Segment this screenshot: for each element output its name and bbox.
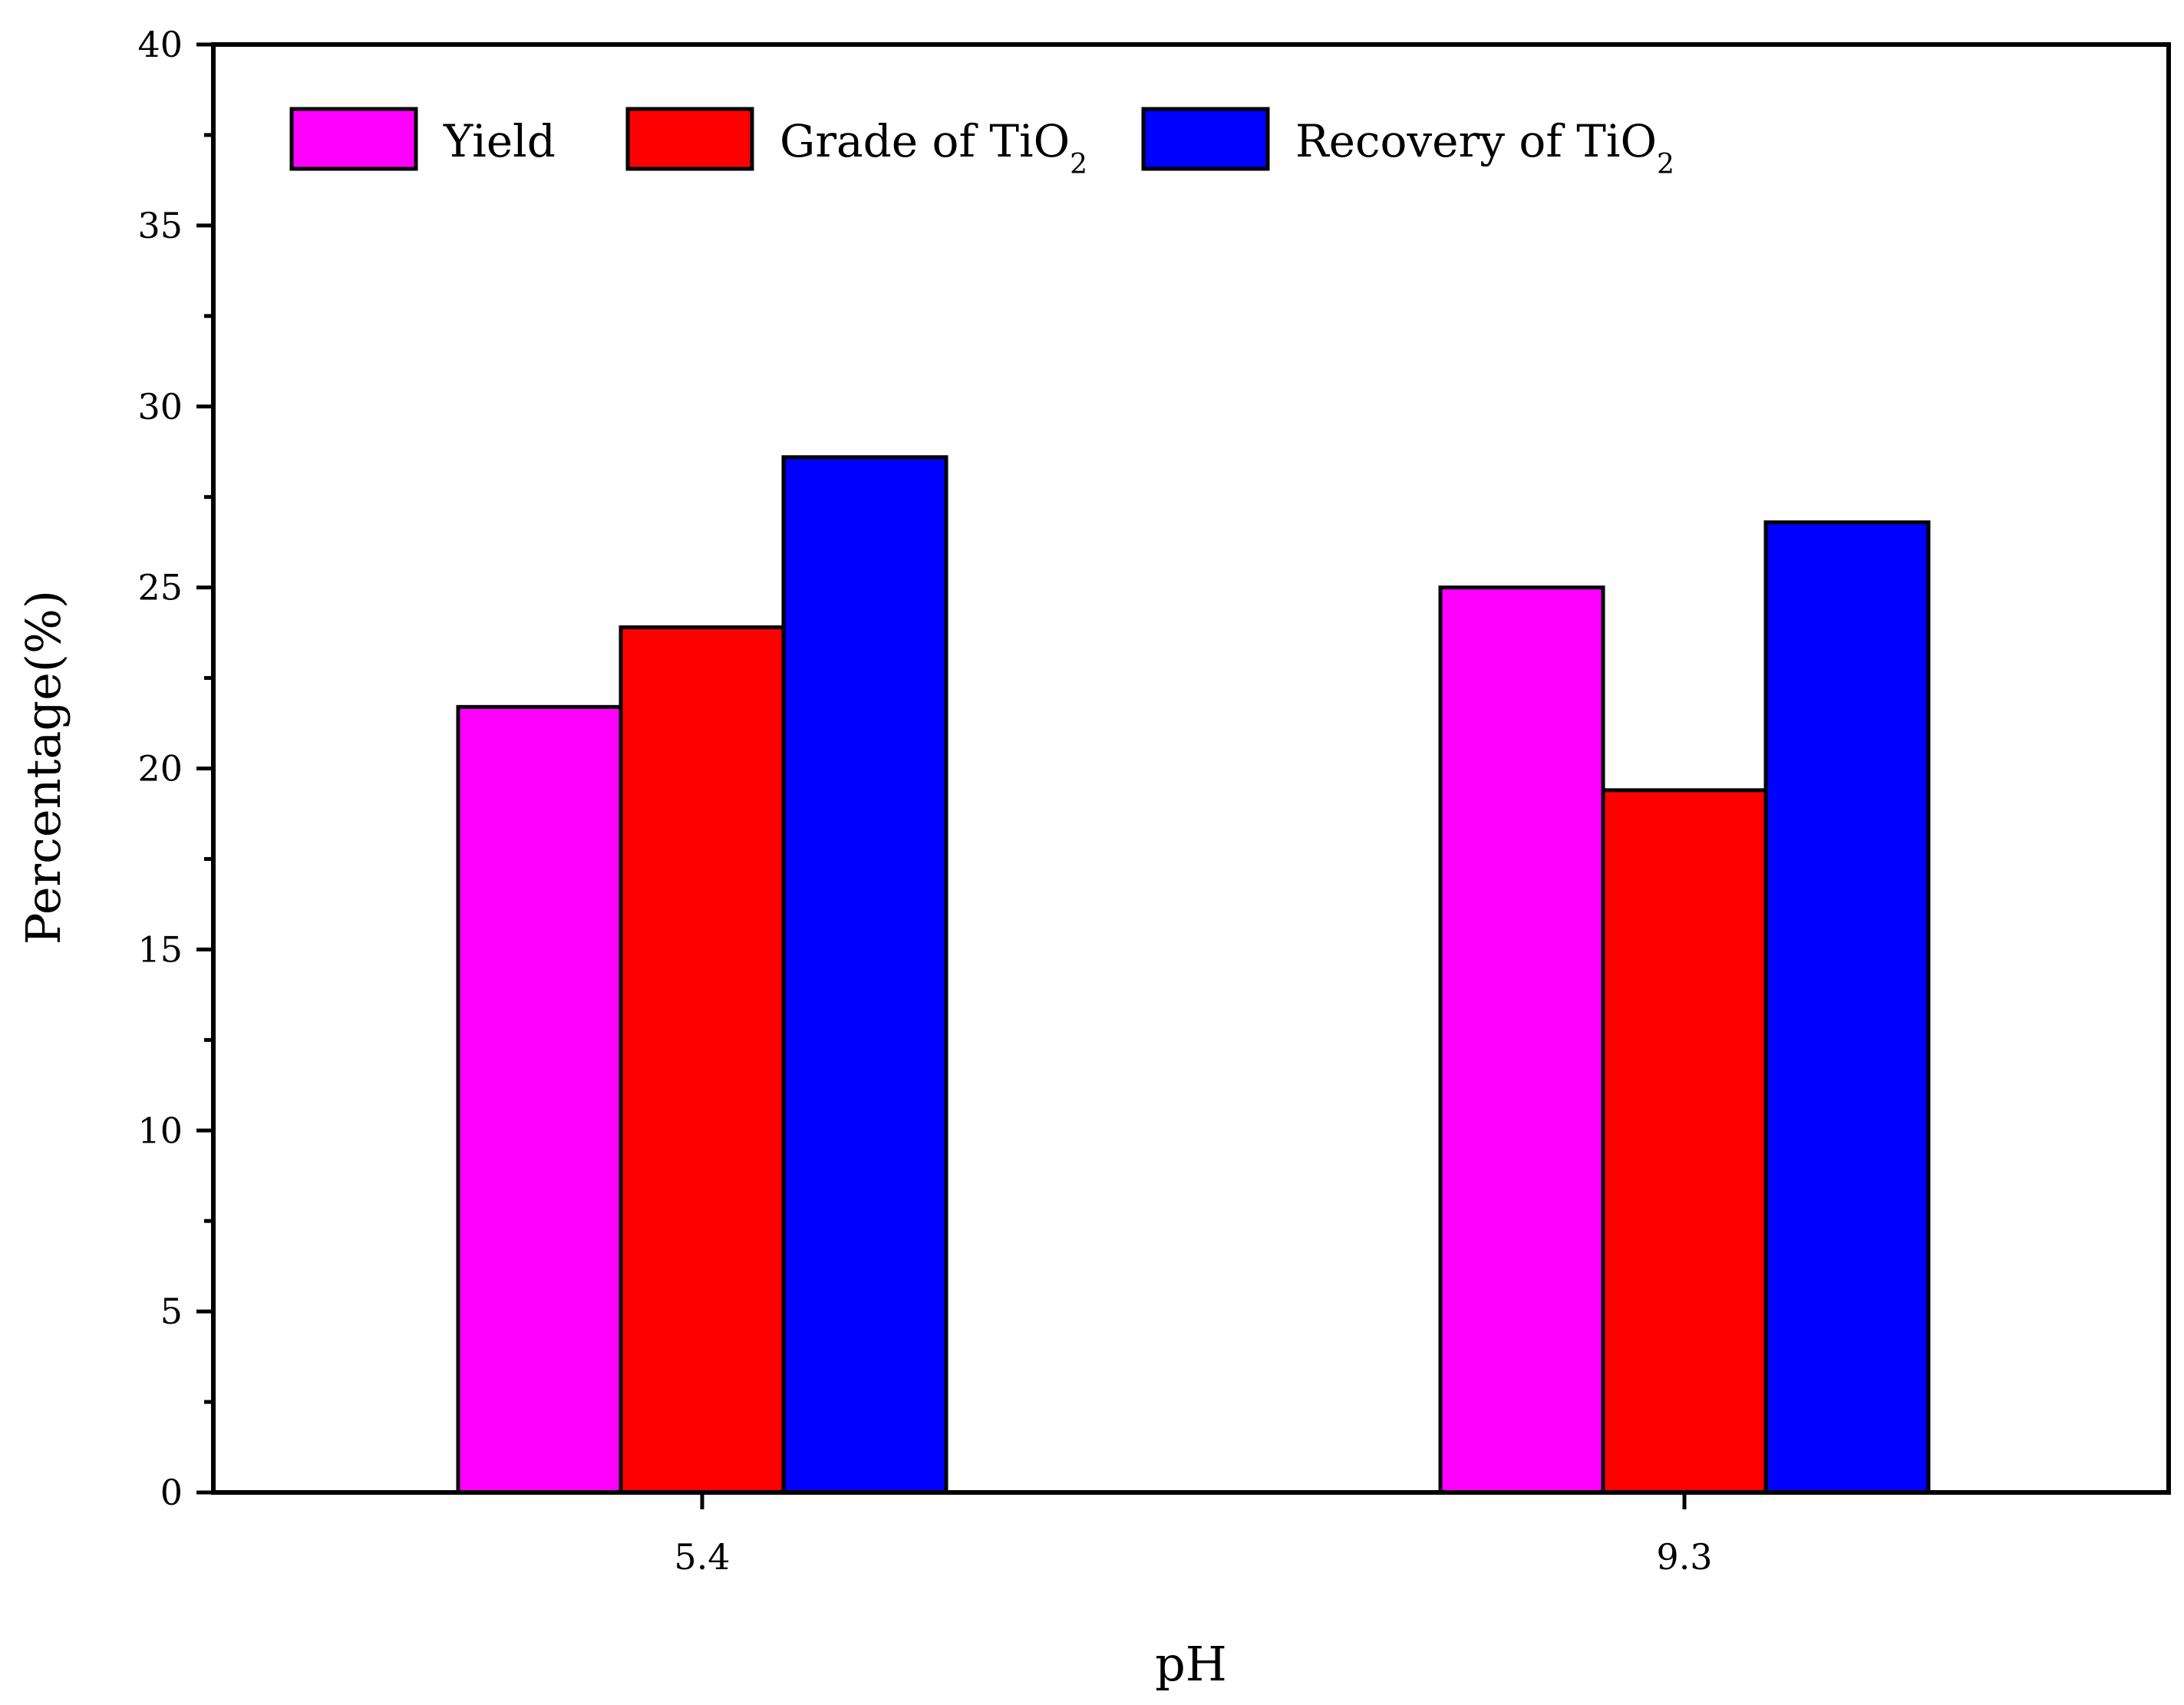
bar-grade-of-tio-5.4 xyxy=(619,625,786,1495)
y-tick-label: 30 xyxy=(137,386,183,427)
y-tick-label: 0 xyxy=(160,1472,183,1513)
y-tick-label: 35 xyxy=(137,205,183,246)
legend-label-subscript: 2 xyxy=(1070,149,1087,180)
y-tick-label: 20 xyxy=(137,748,183,790)
y-tick-label: 10 xyxy=(137,1110,183,1151)
y-tick-label: 40 xyxy=(137,24,183,65)
x-axis-ticks: 5.4 9.3 xyxy=(674,1492,1713,1578)
y-tick-label: 25 xyxy=(137,567,183,608)
legend-label: Grade of TiO2 xyxy=(780,115,1087,180)
legend: Yield Grade of TiO2 Recovery of TiO2 xyxy=(289,107,1674,180)
bar-recovery-of-tio-9.3 xyxy=(1763,520,1931,1495)
bars-group xyxy=(456,455,1931,1495)
legend-swatch xyxy=(1141,107,1270,171)
x-tick-label: 9.3 xyxy=(1656,1536,1712,1578)
legend-label-subscript: 2 xyxy=(1657,149,1674,180)
x-axis-title: pH xyxy=(1155,1636,1227,1692)
y-tick-label: 5 xyxy=(160,1291,183,1332)
legend-label-text: Yield xyxy=(443,115,556,167)
x-tick-label: 5.4 xyxy=(674,1536,730,1578)
bar-recovery-of-tio-5.4 xyxy=(781,455,948,1495)
legend-swatch xyxy=(289,107,418,171)
plot-area-frame xyxy=(211,42,2171,1495)
bar-yield-9.3 xyxy=(1438,585,1605,1495)
legend-swatch xyxy=(625,107,754,171)
bar-yield-5.4 xyxy=(456,704,623,1495)
legend-label-text: Grade of TiO xyxy=(780,115,1070,167)
y-axis-title: Percentage(%) xyxy=(15,590,71,945)
y-tick-label: 15 xyxy=(137,928,183,970)
legend-label: Recovery of TiO2 xyxy=(1295,115,1674,180)
bar-grade-of-tio-9.3 xyxy=(1601,788,1768,1495)
legend-label: Yield xyxy=(443,115,556,167)
legend-label-text: Recovery of TiO xyxy=(1295,115,1657,167)
y-axis-ticks: 0 5 10 15 20 25 30 35 40 xyxy=(137,24,213,1513)
